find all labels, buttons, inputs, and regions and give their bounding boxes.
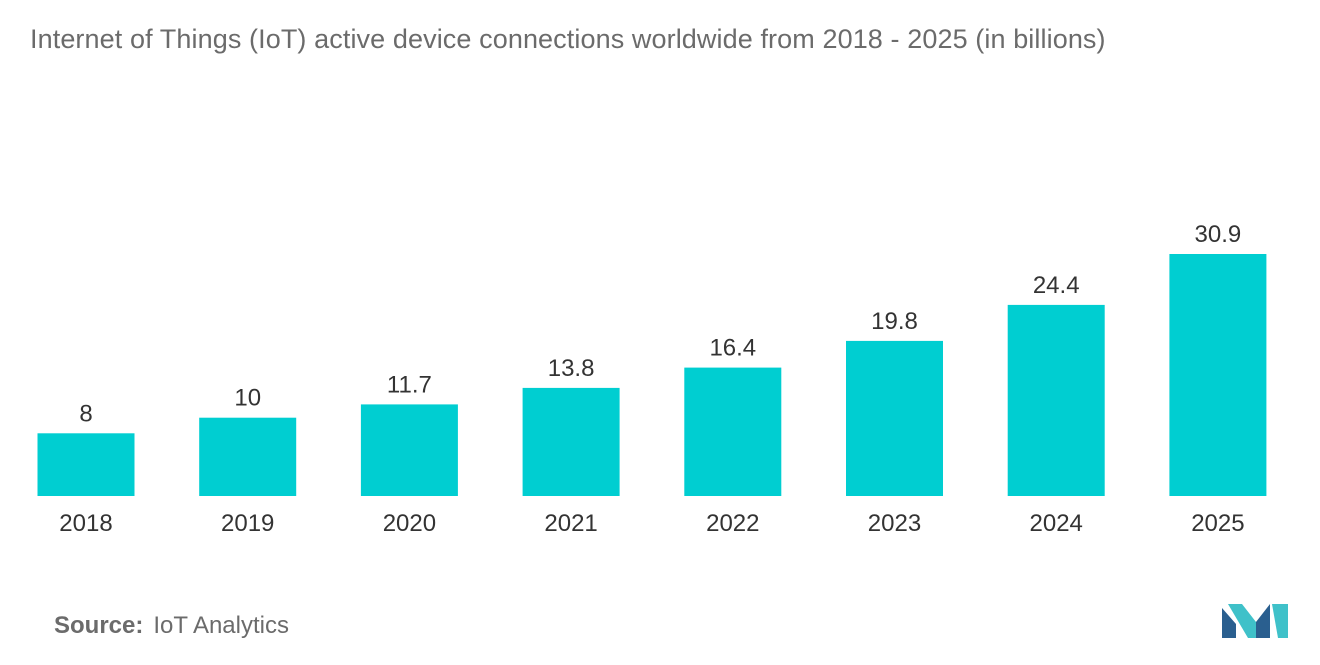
data-label-2023: 19.8 (871, 308, 918, 335)
mordor-intelligence-logo-icon (1222, 602, 1290, 645)
x-tick-label-2018: 2018 (59, 510, 112, 537)
source-label: Source: (54, 612, 144, 639)
bar-2020 (360, 404, 458, 496)
bar-2018 (37, 433, 135, 496)
data-label-2018: 8 (79, 400, 92, 427)
bar-2025 (1169, 254, 1267, 496)
bar-2023 (846, 340, 943, 496)
source-note: Source: IoT Analytics (54, 612, 289, 640)
data-label-2022: 16.4 (709, 335, 756, 362)
x-tick-label-2024: 2024 (1030, 510, 1083, 537)
bar-2024 (1007, 304, 1105, 496)
chart-title: Internet of Things (IoT) active device c… (30, 24, 1106, 54)
bar-2019 (199, 417, 297, 496)
bar-2022 (684, 367, 782, 496)
x-tick-label-2021: 2021 (544, 510, 597, 537)
source-value: IoT Analytics (153, 612, 289, 639)
x-tick-label-2023: 2023 (868, 510, 921, 537)
x-tick-label-2020: 2020 (383, 510, 436, 537)
data-label-2024: 24.4 (1033, 272, 1080, 299)
x-tick-label-2025: 2025 (1191, 510, 1244, 537)
data-label-2019: 10 (234, 385, 261, 412)
x-tick-label-2022: 2022 (706, 510, 759, 537)
data-label-2025: 30.9 (1195, 221, 1242, 248)
data-label-2021: 13.8 (548, 355, 595, 382)
x-tick-label-2019: 2019 (221, 510, 274, 537)
bar-chart: 8 2018 10 2019 11.7 2020 13.8 2021 16.4 2022 19.8 2… (37, 221, 1267, 537)
bar-2021 (522, 387, 620, 496)
data-label-2020: 11.7 (387, 371, 432, 398)
